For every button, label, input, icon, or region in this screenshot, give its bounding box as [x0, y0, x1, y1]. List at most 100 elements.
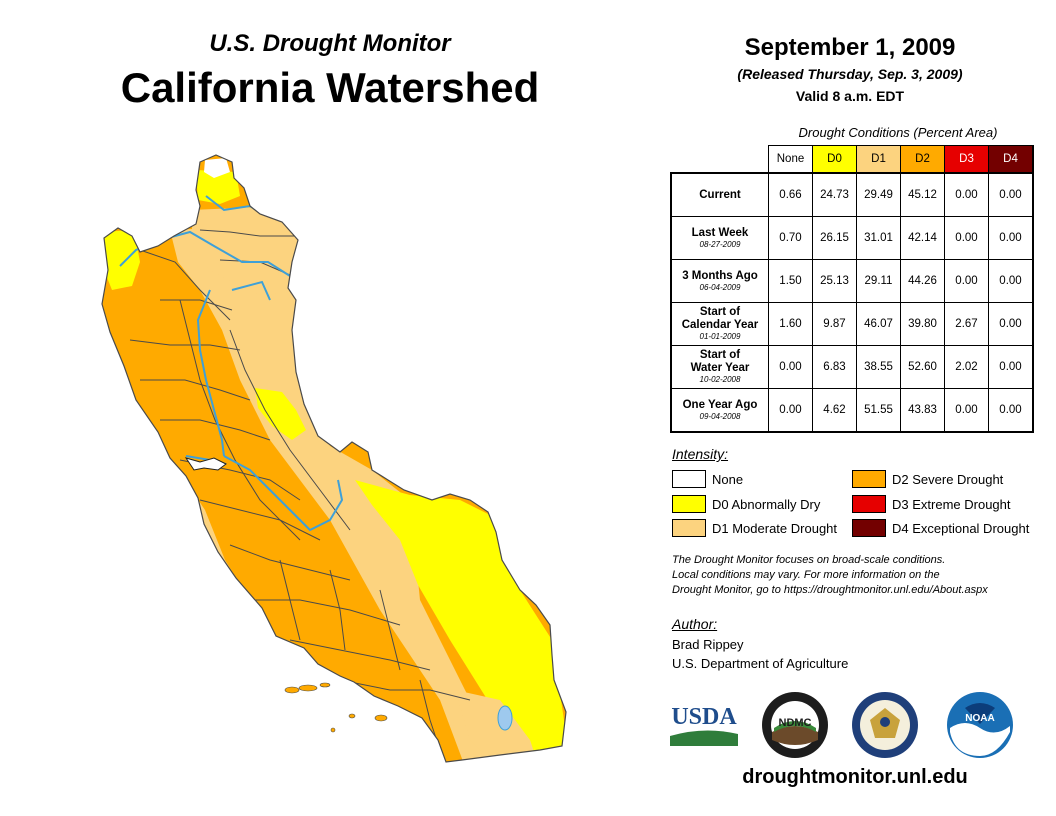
d0-sierra-patch	[255, 388, 306, 440]
legend-label-d4: D4 Exceptional Drought	[892, 520, 1030, 536]
salton-sea	[497, 705, 513, 731]
table-cell-none: 0.00	[768, 388, 813, 433]
d0-desert-region	[355, 480, 566, 760]
table-row: Start of Calendar Year 01-01-2009 1.60 9.87 4…	[670, 302, 1034, 346]
table-cell-none: 0.70	[768, 216, 813, 260]
row-label: One Year Ago 09-04-2008	[670, 388, 769, 433]
col-header-none: None	[768, 145, 813, 174]
row-label-text: Start of Calendar Year	[681, 306, 759, 331]
table-cell-d3: 0.00	[944, 172, 989, 217]
table-cell-d4: 0.00	[988, 302, 1034, 346]
legend-item-d0: D0 Abnormally Dry	[672, 495, 820, 513]
table-cell-d3: 2.67	[944, 302, 989, 346]
legend-item-none: None	[672, 470, 743, 488]
d0-north-patch	[196, 170, 240, 204]
legend-label-d0: D0 Abnormally Dry	[712, 496, 821, 512]
no-drought-region	[204, 158, 230, 178]
table-cell-none: 0.00	[768, 345, 813, 389]
table-cell-none: 1.50	[768, 259, 813, 303]
table-cell-d2: 43.83	[900, 388, 945, 433]
watershed-boundaries	[129, 229, 471, 751]
legend-item-d4: D4 Exceptional Drought	[852, 519, 1029, 537]
table-cell-d2: 39.80	[900, 302, 945, 346]
d0-coast-patch	[102, 230, 140, 290]
col-header-d2: D2	[900, 145, 945, 174]
drought-monitor-note: The Drought Monitor focuses on broad-sca…	[672, 553, 1052, 598]
table-cell-d4: 0.00	[988, 388, 1034, 433]
table-cell-d1: 29.49	[856, 172, 901, 217]
legend-item-d3: D3 Extreme Drought	[852, 495, 1011, 513]
table-cell-d2: 42.14	[900, 216, 945, 260]
table-cell-d3: 0.00	[944, 388, 989, 433]
table-cell-d0: 4.62	[812, 388, 857, 433]
col-header-d1: D1	[856, 145, 901, 174]
legend-swatch-d0	[672, 495, 706, 513]
legend-swatch-d3	[852, 495, 886, 513]
table-caption: Drought Conditions (Percent Area)	[798, 125, 998, 140]
d1-sierra-region	[170, 224, 540, 762]
drought-conditions-table: None D0 D1 D2 D3 D4 Current 0.66 24.73 29.4…	[670, 145, 1034, 433]
row-label: 3 Months Ago 06-04-2009	[670, 259, 769, 303]
intensity-label: Intensity:	[672, 446, 729, 462]
valid-time: Valid 8 a.m. EDT	[795, 88, 905, 104]
table-row: 3 Months Ago 06-04-2009 1.50 25.13 29.11 44.2…	[670, 259, 1034, 303]
table-cell-d2: 45.12	[900, 172, 945, 217]
website-url[interactable]: droughtmonitor.unl.edu	[742, 766, 968, 788]
row-label: Start of Calendar Year 01-01-2009	[670, 302, 769, 346]
table-cell-d4: 0.00	[988, 259, 1034, 303]
legend-swatch-none	[672, 470, 706, 488]
col-header-d4: D4	[988, 145, 1034, 174]
row-label-text: Current	[699, 188, 741, 201]
release-date: (Released Thursday, Sep. 3, 2009)	[737, 66, 963, 82]
legend-item-d1: D1 Moderate Drought	[672, 519, 837, 537]
legend-label-d3: D3 Extreme Drought	[892, 496, 1011, 512]
usda-logo: USDA	[669, 704, 739, 746]
row-date: 08-27-2009	[699, 239, 741, 249]
legend-swatch-d1	[672, 519, 706, 537]
table-cell-d1: 46.07	[856, 302, 901, 346]
row-label: Current	[670, 172, 769, 217]
channel-islands	[284, 682, 388, 733]
table-cell-d0: 26.15	[812, 216, 857, 260]
table-cell-d4: 0.00	[988, 345, 1034, 389]
noaa-logo: NOAA	[947, 692, 1013, 758]
row-label-text: Start of Water Year	[690, 349, 750, 374]
note-line-2: Local conditions may vary. For more info…	[672, 569, 940, 581]
legend-swatch-d2	[852, 470, 886, 488]
table-cell-d1: 29.11	[856, 259, 901, 303]
row-label: Last Week 08-27-2009	[670, 216, 769, 260]
author-organization: U.S. Department of Agriculture	[672, 656, 849, 671]
legend-item-d2: D2 Severe Drought	[852, 470, 1003, 488]
table-cell-d0: 24.73	[812, 172, 857, 217]
map-date: September 1, 2009	[744, 34, 956, 61]
author-label: Author:	[672, 616, 718, 632]
row-date: 09-04-2008	[699, 411, 741, 421]
table-row: Last Week 08-27-2009 0.70 26.15 31.01 42.14 0.…	[670, 216, 1034, 260]
col-header-d3: D3	[944, 145, 989, 174]
row-date: 06-04-2009	[699, 282, 741, 292]
table-cell-d3: 0.00	[944, 216, 989, 260]
svg-text:NOAA: NOAA	[965, 713, 994, 724]
table-corner	[671, 146, 769, 174]
svg-text:NDMC: NDMC	[779, 717, 812, 729]
row-date: 10-02-2008	[699, 375, 741, 384]
department-of-commerce-seal	[852, 692, 918, 758]
row-label-text: Last Week	[691, 226, 749, 239]
legend-label-d2: D2 Severe Drought	[892, 471, 1004, 487]
table-cell-d2: 44.26	[900, 259, 945, 303]
legend-swatch-d4	[852, 519, 886, 537]
table-cell-d4: 0.00	[988, 216, 1034, 260]
d1-north-region	[192, 205, 300, 296]
legend-label-d1: D1 Moderate Drought	[712, 520, 838, 536]
california-outline	[101, 154, 567, 763]
table-cell-d1: 51.55	[856, 388, 901, 433]
row-label-text: One Year Ago	[682, 398, 758, 411]
table-cell-d1: 31.01	[856, 216, 901, 260]
table-cell-d2: 52.60	[900, 345, 945, 389]
svg-text:USDA: USDA	[671, 704, 737, 730]
table-cell-d4: 0.00	[988, 172, 1034, 217]
table-cell-d1: 38.55	[856, 345, 901, 389]
row-date: 01-01-2009	[699, 332, 741, 341]
table-cell-d3: 0.00	[944, 259, 989, 303]
map-title: California Watershed	[120, 64, 540, 111]
